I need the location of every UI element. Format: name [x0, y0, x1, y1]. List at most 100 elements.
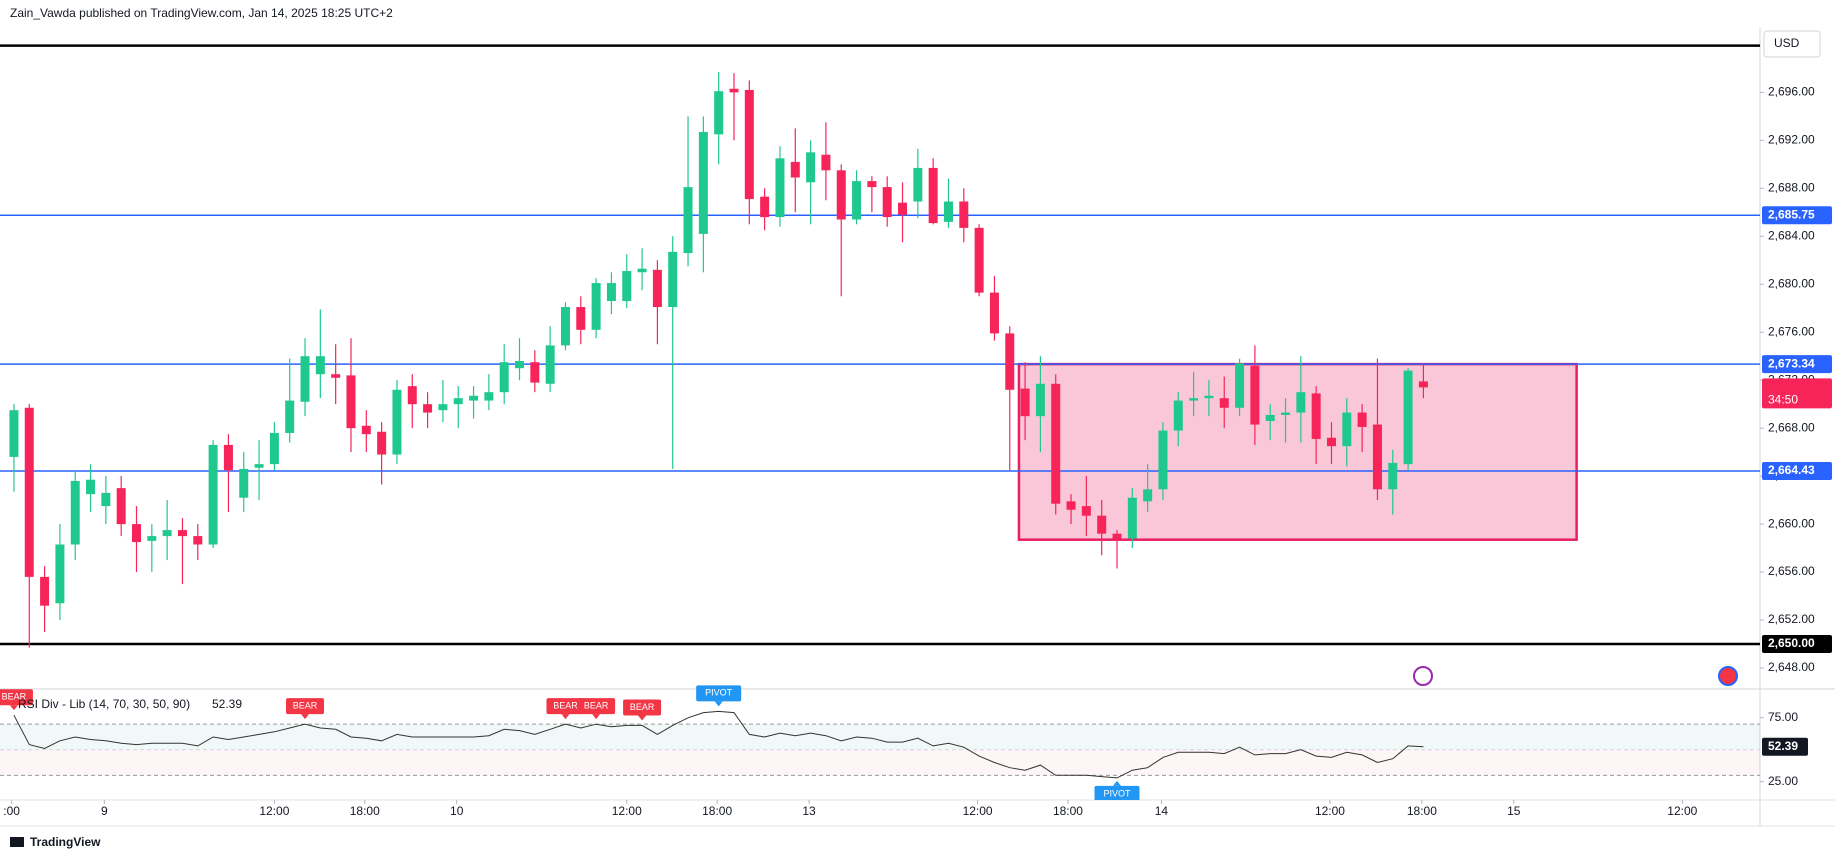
candle-body — [1296, 392, 1306, 413]
candle-body — [744, 89, 754, 200]
x-tick-label: 18:00 — [1053, 804, 1083, 818]
candle-body — [70, 480, 80, 545]
candle-body — [1020, 388, 1030, 417]
candle-body — [1418, 381, 1428, 388]
candle-body — [239, 468, 249, 498]
candle-body — [101, 492, 111, 507]
indicator-value: 52.39 — [212, 697, 242, 711]
signal-pointer — [301, 714, 310, 720]
price-level-badge — [1762, 206, 1832, 225]
candle-body — [1204, 395, 1214, 399]
candle-body — [1097, 515, 1107, 534]
candle-body — [1265, 414, 1275, 421]
signal: BEAR — [577, 698, 616, 720]
x-tick-label: 12:00 — [963, 804, 993, 818]
upper-band — [0, 724, 1760, 750]
signal: PIVOT — [696, 685, 742, 707]
alert-icon[interactable] — [1413, 666, 1433, 686]
signal-badge — [286, 698, 325, 715]
candle-body — [300, 356, 310, 402]
price-level-label: 2,673.34 — [1768, 356, 1815, 370]
candle-body — [821, 154, 831, 171]
candle-body — [576, 307, 586, 330]
candle-body — [1388, 462, 1398, 490]
lower-band — [0, 749, 1760, 776]
signal: BEAR — [0, 689, 33, 711]
x-tick-label: 15 — [1507, 804, 1521, 818]
price-level-label: 2,664.43 — [1768, 463, 1815, 477]
candle-body — [714, 91, 724, 135]
candle-body — [1250, 365, 1260, 425]
candle-body — [852, 181, 862, 220]
candle-body — [928, 167, 938, 224]
x-tick-label: 12:00 — [612, 804, 642, 818]
x-tick-label: 18:00 — [702, 804, 732, 818]
candle-body — [591, 283, 601, 330]
candle-body — [86, 479, 96, 495]
candle-body — [377, 431, 387, 455]
candle-body — [193, 536, 203, 545]
candle-body — [606, 283, 616, 302]
signal: BEAR — [286, 698, 325, 720]
x-tick-label: 12:00 — [1315, 804, 1345, 818]
indicator-title: RSI Div - Lib (14, 70, 30, 50, 90) — [18, 697, 190, 711]
candle-body — [622, 271, 632, 302]
signal: BEAR — [546, 698, 585, 720]
y-tick-label: 25.00 — [1768, 774, 1798, 788]
candle-body — [882, 187, 892, 218]
candle-body — [407, 386, 417, 405]
candle-body — [132, 524, 142, 543]
candle-body — [1112, 533, 1122, 539]
signal-badge — [623, 699, 662, 716]
x-tick-label: 10 — [450, 804, 464, 818]
candle-body — [392, 389, 402, 455]
candle-body — [1235, 363, 1245, 408]
candle-body — [836, 170, 846, 220]
currency-box[interactable] — [1763, 30, 1821, 58]
candle-body — [499, 362, 509, 393]
signal-label: BEAR — [293, 701, 318, 711]
candle-body — [515, 360, 525, 369]
x-tick-label: 18:00 — [350, 804, 380, 818]
candle-body — [760, 196, 770, 218]
signal-label: BEAR — [2, 692, 27, 702]
x-tick-label: 12:00 — [259, 804, 289, 818]
signal-pointer — [714, 701, 723, 707]
currency-label: USD — [1774, 36, 1800, 50]
y-tick-label: 2,652.00 — [1768, 612, 1815, 626]
price-level-label: 2,685.75 — [1768, 207, 1815, 221]
y-tick-label: 75.00 — [1768, 710, 1798, 724]
candle-body — [438, 404, 448, 411]
y-tick-label: 2,656.00 — [1768, 564, 1815, 578]
candle-body — [1281, 412, 1291, 415]
candle-body — [729, 88, 739, 93]
candle-body — [24, 407, 34, 577]
x-tick-label: 18:00 — [1407, 804, 1437, 818]
candle-body — [1372, 424, 1382, 490]
y-tick-label: 2,692.00 — [1768, 133, 1815, 147]
x-tick-label: 12:00 — [1667, 804, 1697, 818]
logo-mark — [10, 837, 24, 847]
candle-body — [453, 398, 463, 405]
y-tick-label: 2,668.00 — [1768, 420, 1815, 434]
signal-label: BEAR — [630, 702, 655, 712]
y-tick-label: 2,696.00 — [1768, 85, 1815, 99]
candle-body — [1051, 383, 1061, 504]
candle-body — [867, 181, 877, 188]
signal-badge — [0, 689, 33, 706]
candle-body — [254, 464, 264, 468]
candle-body — [469, 395, 479, 401]
candle-body — [1158, 430, 1168, 490]
signal-label: PIVOT — [1103, 788, 1131, 798]
signal-pointer — [592, 714, 601, 720]
publisher-header: Zain_Vawda published on TradingView.com,… — [10, 6, 393, 20]
candle-body — [1066, 501, 1076, 510]
countdown-label: 34:50 — [1768, 393, 1798, 407]
y-tick-label: 2,688.00 — [1768, 180, 1815, 194]
candle-body — [208, 444, 218, 545]
signal-badge — [577, 698, 616, 715]
y-tick-label: 2,660.00 — [1768, 516, 1815, 530]
flag-icon[interactable] — [1718, 666, 1738, 686]
price-level-label: 2,650.00 — [1768, 636, 1815, 650]
